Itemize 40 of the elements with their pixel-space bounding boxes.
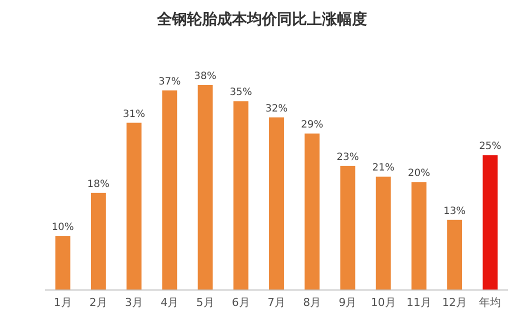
data-label: 37% [158,76,181,88]
bar [198,85,213,290]
bar [162,90,178,290]
data-label: 10% [52,222,74,234]
data-label: 31% [122,108,146,120]
chart-title: 全钢轮胎成本均价同比上涨幅度 [156,10,367,28]
data-label: 32% [265,103,288,114]
data-label: 25% [479,141,502,152]
data-label: 35% [230,87,252,98]
bar [126,122,142,290]
x-tick-label: 6月 [232,296,250,309]
x-tick-label: 1月 [54,296,72,309]
bar [340,166,356,290]
x-tick-label: 9月 [338,296,357,309]
x-tick-label: 4月 [160,296,179,309]
x-tick-label: 11月 [406,296,432,309]
bar [304,134,320,290]
x-tick-label: 10月 [370,296,396,309]
x-tick-label: 3月 [125,296,144,309]
data-label: 20% [408,168,430,180]
data-label: 23% [336,152,359,163]
data-label: 21% [372,162,394,174]
x-tick-label: 2月 [89,296,108,309]
x-tick-label: 8月 [303,296,322,309]
bar [411,182,426,290]
bar [269,117,284,290]
bar [447,220,462,290]
data-label: 29% [301,120,324,131]
x-tick-label: 12月 [442,296,468,309]
data-label: 18% [87,178,110,190]
bar [482,155,498,290]
data-label: 13% [443,206,466,217]
x-tick-label: 5月 [196,296,214,309]
x-tick-label: 7月 [268,296,286,309]
bar [233,101,248,290]
bar [90,192,106,290]
bar [376,176,391,290]
bar [55,236,70,290]
x-tick-label: 年均 [479,296,502,309]
data-label: 38% [194,71,216,82]
